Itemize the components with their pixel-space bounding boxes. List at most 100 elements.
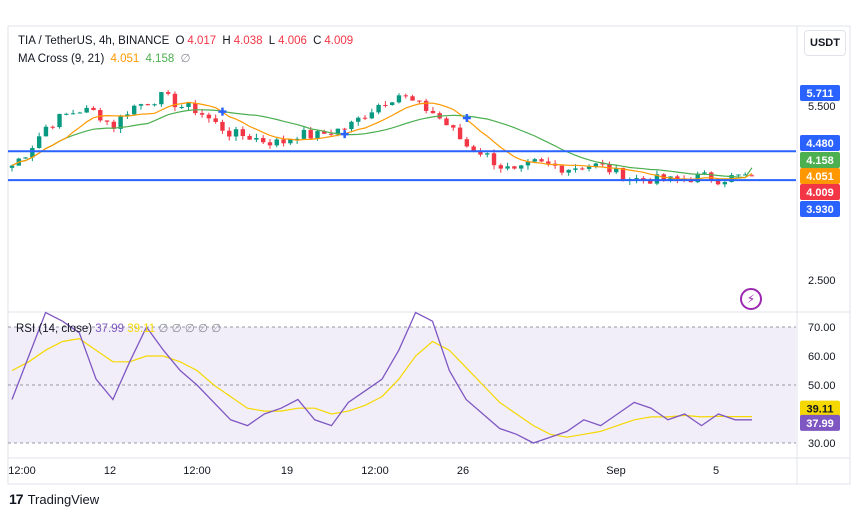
high-value: 4.038 [233,35,263,47]
candle-body [206,114,212,119]
candle-body [362,117,368,119]
candle-body [389,102,395,106]
candle-body [77,112,83,114]
price-axis-tick: 2.500 [808,275,836,287]
candle-body [566,169,571,173]
chart-frame [7,25,851,485]
candle-body [749,175,755,177]
candle-body [512,166,517,169]
candle-body [267,142,273,146]
candle-body [322,131,327,134]
symbol-title: TIA / TetherUS, 4h, BINANCE [18,35,170,47]
rsi-tag-bg [800,414,840,431]
candle-body [498,165,504,169]
candle-body [668,176,673,181]
candle-body [335,128,341,135]
rsi-axis-tick: 60.00 [808,351,836,363]
candle-body [57,113,62,128]
candle-body [50,126,55,128]
rsi-value: 37.99 [95,323,125,335]
currency-button[interactable]: USDT [804,30,846,56]
candle-body [98,110,103,121]
candle-body [600,163,605,165]
candle-body [165,92,171,94]
price-tag-label: 4.480 [806,138,834,150]
candle-body [240,129,246,137]
candle-body [485,153,490,155]
ma-cross-name[interactable]: MA Cross (9, 21) [18,53,105,65]
candle-body [70,113,76,115]
candle-body [641,178,646,180]
rsi-name[interactable]: RSI (14, close) [16,323,93,335]
candle-body [274,139,279,146]
rsi-ma-tag: 39.11 [807,404,834,416]
candle-body [505,166,510,169]
price-tag-label: 3.930 [806,204,834,216]
candle-body [736,174,741,176]
candle-body [132,105,137,115]
symbol-header: TIA / TetherUS, 4h, BINANCE O 4.017 H 4.03… [18,35,356,47]
candle-body [614,167,619,173]
candle-body [308,129,313,139]
candle-body [376,104,381,113]
candle-body [369,112,375,119]
candle-body [478,151,483,155]
candle-body [417,100,422,102]
ma-slow-line [11,109,753,179]
price-tag-label: 4.051 [806,171,834,183]
candle-body [743,174,748,176]
candle-body [715,180,721,185]
price-tag-bg [800,201,840,217]
candle-body [254,137,259,140]
candle-body [695,173,700,183]
candle-body [491,153,497,166]
open-value: 4.017 [187,35,217,47]
candle-body [36,136,42,149]
candle-body [186,103,191,107]
candle-body [159,92,164,105]
candle-body [518,165,524,169]
ma-fast-value: 4.051 [110,53,140,65]
candle-body [172,93,178,108]
candle-body [9,165,15,168]
logo-text: TradingView [27,491,100,507]
candle-body [451,125,456,128]
candle-body [423,100,429,111]
rsi-ma-line [11,337,752,438]
open-label: O [175,35,185,47]
time-axis-tick: 12:00 [8,465,36,477]
candle-body [349,121,354,130]
candle-body [525,161,531,166]
candle-body [634,178,639,180]
candle-body [104,120,110,122]
ma-cross-header: MA Cross (9, 21) 4.051 4.158 ∅ [18,51,193,65]
flash-icon[interactable]: ⚡ [740,288,762,310]
candle-body [179,106,184,108]
candle-body [193,103,198,114]
close-label: C [313,35,322,47]
time-axis-tick: 5 [713,465,719,477]
candle-body [152,104,157,106]
candle-body [586,166,592,169]
time-axis-tick: 26 [457,465,469,477]
candle-body [580,168,585,170]
candle-body [383,104,388,106]
price-axis-tick: 5.500 [808,101,836,113]
high-label: H [222,35,231,47]
candle-body [281,139,286,144]
candle-body [138,104,144,106]
candle-body [294,138,300,140]
time-axis-tick: 19 [281,465,293,477]
candle-body [675,176,680,179]
ma-extra-value: ∅ [180,53,191,65]
low-label: L [268,35,276,47]
candle-body [145,104,150,106]
candle-body [91,107,96,111]
rsi-tag: 37.99 [806,418,834,430]
candle-body [532,159,537,162]
price-tag-bg [800,184,840,200]
ma-cross-marker [218,107,227,116]
candle-body [64,113,69,115]
candle-body [118,116,123,129]
